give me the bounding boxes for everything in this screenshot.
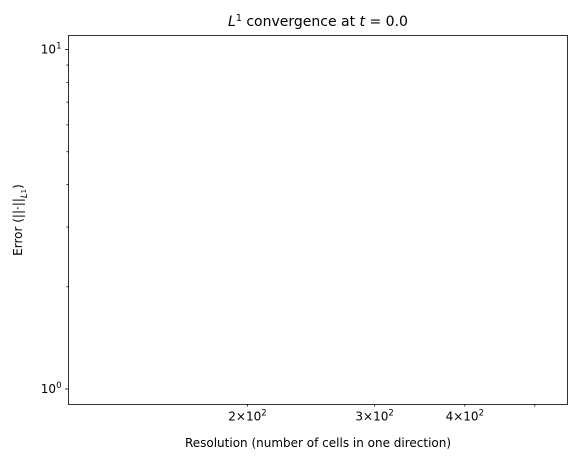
x-axis-ticks: 2×102 3×102 4×102: [228, 404, 536, 424]
x-tick-label: 4×102: [446, 409, 484, 424]
y-label-sub-sup: 1: [20, 189, 28, 193]
y-label-sub-l: L: [20, 193, 30, 198]
x-axis-label: Resolution (number of cells in one direc…: [185, 436, 451, 450]
y-tick-label: 101: [41, 42, 62, 57]
title-superscript: 1: [236, 13, 242, 24]
title-l-symbol: L: [228, 14, 236, 30]
title-text-middle: convergence at: [242, 14, 360, 30]
x-tick-label: 2×102: [228, 409, 266, 424]
y-label-close: ): [11, 184, 25, 189]
chart-title: L1 convergence at t = 0.0: [228, 13, 408, 31]
title-t-symbol: t: [360, 14, 366, 30]
plot-area: [68, 35, 568, 405]
y-axis-ticks: 100 101: [41, 42, 69, 396]
y-tick-label: 100: [41, 381, 62, 396]
x-tick-label: 3×102: [355, 409, 393, 424]
y-axis-label: Error (||·||L1): [11, 184, 30, 256]
title-equals: = 0.0: [365, 14, 408, 30]
y-label-main: Error (||·||: [11, 198, 25, 256]
